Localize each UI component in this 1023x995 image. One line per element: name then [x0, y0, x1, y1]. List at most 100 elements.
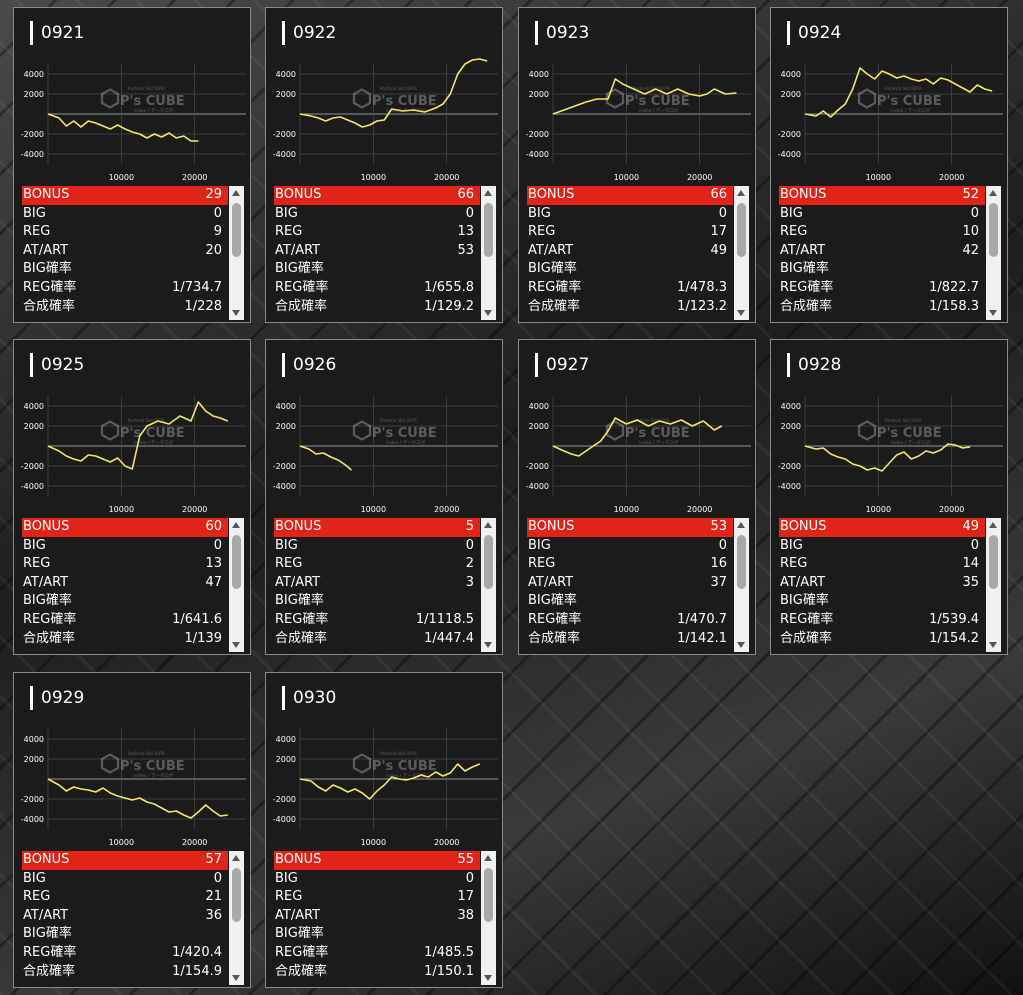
data-point: [146, 137, 148, 139]
y-tick-label: 2000: [781, 90, 801, 99]
stats-scrollbar[interactable]: [229, 518, 244, 652]
stat-value: 35: [962, 574, 979, 590]
scroll-up-icon[interactable]: [484, 855, 492, 861]
scroll-up-icon[interactable]: [232, 855, 240, 861]
data-point: [713, 429, 715, 431]
scroll-down-icon[interactable]: [484, 642, 492, 648]
stats-panel[interactable]: BONUS 60 BIG 0 REG 13 AT/ART 47 BIG確率 REG確率 1/641.…: [22, 518, 244, 652]
scroll-down-icon[interactable]: [737, 310, 745, 316]
scroll-thumb[interactable]: [484, 203, 493, 257]
machine-number: 0922: [282, 21, 336, 45]
scroll-thumb[interactable]: [232, 868, 241, 922]
stat-row-big-rate: BIG確率: [779, 260, 985, 279]
stat-label: BIG確率: [23, 593, 72, 609]
scroll-up-icon[interactable]: [484, 522, 492, 528]
stats-scrollbar[interactable]: [229, 186, 244, 320]
stat-row-reg-rate: REG確率 1/420.4: [22, 944, 228, 963]
scroll-thumb[interactable]: [484, 868, 493, 922]
scroll-down-icon[interactable]: [484, 310, 492, 316]
stats-panel[interactable]: BONUS 29 BIG 0 REG 9 AT/ART 20 BIG確率 REG確率 1/734.7…: [22, 186, 244, 320]
machine-card[interactable]: 0924 4000 2000 -2000 -4000 10000 20000 P's CUBE…: [770, 7, 1008, 323]
stats-scrollbar[interactable]: [481, 851, 496, 985]
data-point: [552, 445, 554, 447]
data-point: [179, 415, 181, 417]
scroll-thumb[interactable]: [989, 203, 998, 257]
data-point: [153, 133, 155, 135]
stat-label: AT/ART: [23, 574, 69, 590]
stat-label: 合成確率: [275, 963, 328, 979]
stat-value: 13: [457, 224, 474, 240]
stats-panel[interactable]: BONUS 53 BIG 0 REG 16 AT/ART 37 BIG確率 REG確率 1/470.…: [527, 518, 749, 652]
scroll-up-icon[interactable]: [737, 522, 745, 528]
machine-card[interactable]: 0930 4000 2000 -2000 -4000 10000 20000 P's CUBE…: [265, 672, 503, 988]
scroll-down-icon[interactable]: [232, 310, 240, 316]
machine-card[interactable]: 0925 4000 2000 -2000 -4000 10000 20000 P's CUBE…: [13, 339, 251, 655]
machine-card[interactable]: 0927 4000 2000 -2000 -4000 10000 20000 P's CUBE…: [518, 339, 756, 655]
scroll-up-icon[interactable]: [737, 190, 745, 196]
stats-panel[interactable]: BONUS 49 BIG 0 REG 14 AT/ART 35 BIG確率 REG確率 1/539.…: [779, 518, 1001, 652]
data-point: [168, 423, 170, 425]
scroll-down-icon[interactable]: [989, 642, 997, 648]
machine-card[interactable]: 0929 4000 2000 -2000 -4000 10000 20000 P's CUBE…: [13, 672, 251, 988]
data-point: [308, 448, 310, 450]
stat-label: REG: [780, 556, 808, 572]
stat-label: BIG: [780, 205, 803, 221]
scroll-up-icon[interactable]: [989, 190, 997, 196]
machine-card[interactable]: 0921 4000 2000 -2000 -4000 10000 20000 P's CUBE…: [13, 7, 251, 323]
stats-panel[interactable]: BONUS 5 BIG 0 REG 2 AT/ART 3 BIG確率 REG確率 1/1118.5 合…: [274, 518, 496, 652]
data-point: [80, 788, 82, 790]
stat-label: BIG: [23, 205, 46, 221]
machine-card[interactable]: 0922 4000 2000 -2000 -4000 10000 20000 P's CUBE…: [265, 7, 503, 323]
machine-card[interactable]: 0928 4000 2000 -2000 -4000 10000 20000 P's CUBE…: [770, 339, 1008, 655]
stats-panel[interactable]: BONUS 57 BIG 0 REG 21 AT/ART 36 BIG確率 REG確率 1/420.…: [22, 851, 244, 985]
x-tick-label: 20000: [182, 173, 207, 182]
scroll-down-icon[interactable]: [232, 642, 240, 648]
machine-card[interactable]: 0923 4000 2000 -2000 -4000 10000 20000 P's CUBE…: [518, 7, 756, 323]
stats-panel[interactable]: BONUS 52 BIG 0 REG 10 AT/ART 42 BIG確率 REG確率 1/822.…: [779, 186, 1001, 320]
stat-label: BIG: [275, 205, 298, 221]
scroll-down-icon[interactable]: [484, 975, 492, 981]
data-point: [310, 780, 312, 782]
slump-graph: 4000 2000 -2000 -4000 10000 20000 P's CUBE Pach…: [21, 64, 246, 182]
scroll-up-icon[interactable]: [484, 190, 492, 196]
data-point: [680, 419, 682, 421]
data-point: [585, 450, 587, 452]
scroll-up-icon[interactable]: [232, 190, 240, 196]
stats-scrollbar[interactable]: [481, 518, 496, 652]
stats-panel[interactable]: BONUS 66 BIG 0 REG 17 AT/ART 49 BIG確率 REG確率 1/478.…: [527, 186, 749, 320]
cube-icon: [100, 753, 120, 774]
machine-card[interactable]: 0926 4000 2000 -2000 -4000 10000 20000 P's CUBE…: [265, 339, 503, 655]
scroll-up-icon[interactable]: [232, 522, 240, 528]
scroll-down-icon[interactable]: [737, 642, 745, 648]
scroll-up-icon[interactable]: [989, 522, 997, 528]
watermark-tagline: Pachislo Slot DATA: [128, 751, 165, 756]
cube-icon: [100, 88, 120, 109]
scroll-thumb[interactable]: [737, 535, 746, 589]
scroll-thumb[interactable]: [484, 535, 493, 589]
stats-scrollbar[interactable]: [734, 186, 749, 320]
data-point: [804, 113, 806, 115]
stats-scrollbar[interactable]: [734, 518, 749, 652]
slump-graph: 4000 2000 -2000 -4000 10000 20000 P's CUBE Pach…: [526, 64, 751, 182]
stats-panel[interactable]: BONUS 55 BIG 0 REG 17 AT/ART 38 BIG確率 REG確率 1/485.…: [274, 851, 496, 985]
scroll-down-icon[interactable]: [989, 310, 997, 316]
data-point: [940, 449, 942, 451]
scroll-thumb[interactable]: [989, 535, 998, 589]
scroll-thumb[interactable]: [232, 535, 241, 589]
stats-scrollbar[interactable]: [986, 518, 1001, 652]
stats-scrollbar[interactable]: [229, 851, 244, 985]
stats-scrollbar[interactable]: [481, 186, 496, 320]
watermark-brand: P's CUBE: [120, 426, 185, 441]
scroll-thumb[interactable]: [737, 203, 746, 257]
stat-value: 1/539.4: [929, 611, 979, 627]
cube-icon: [857, 88, 877, 109]
stats-scrollbar[interactable]: [986, 186, 1001, 320]
stats-panel[interactable]: BONUS 66 BIG 0 REG 13 AT/ART 53 BIG確率 REG確率 1/655.…: [274, 186, 496, 320]
scroll-down-icon[interactable]: [232, 975, 240, 981]
data-point: [117, 457, 119, 459]
scroll-thumb[interactable]: [232, 203, 241, 257]
data-point: [449, 772, 451, 774]
watermark-tagline: Pachislo Slot DATA: [380, 86, 417, 91]
data-point: [585, 101, 587, 103]
x-tick-label: 10000: [866, 505, 891, 514]
